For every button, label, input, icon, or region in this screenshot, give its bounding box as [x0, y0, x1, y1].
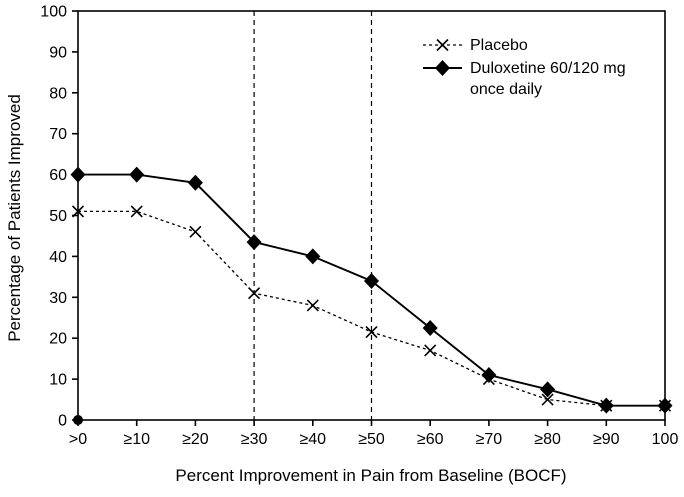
plot-frame-layer	[77, 10, 666, 421]
plot-frame	[77, 10, 666, 421]
axes-layer: 0 10 20 30 40 50 60 70 80 90 100 >0 ≥10 ≥20 ≥30 ≥40 ≥50 ≥…	[40, 4, 678, 449]
placebo-marker	[424, 344, 437, 357]
y-tick-label: 40	[49, 249, 67, 266]
y-tick-label: 100	[40, 4, 67, 21]
placebo-marker	[541, 393, 554, 406]
y-tick-label: 70	[49, 126, 67, 143]
origin-dot-marker	[73, 415, 83, 425]
x-tick-label: ≥20	[182, 431, 209, 448]
duloxetine-marker	[481, 367, 497, 384]
legend-label: once daily	[470, 81, 542, 98]
duloxetine-marker	[540, 381, 556, 398]
legend-item-placebo: Placebo	[423, 37, 528, 54]
y-tick-label: 50	[49, 208, 67, 225]
duloxetine-marker	[422, 319, 438, 336]
x-tick-label: ≥30	[241, 431, 268, 448]
x-tick-label: ≥50	[358, 431, 385, 448]
y-axis-title: Percentage of Patients Improved	[5, 94, 24, 342]
legend-item-duloxetine: Duloxetine 60/120 mg once daily	[423, 60, 626, 98]
placebo-marker	[365, 325, 378, 339]
placebo-marker	[71, 205, 85, 218]
duloxetine-marker	[598, 397, 614, 414]
x-tick-label: ≥60	[417, 431, 444, 448]
y-tick-label: 80	[49, 85, 67, 102]
duloxetine-marker	[657, 397, 673, 414]
duloxetine-marker	[129, 166, 145, 183]
placebo-marker	[189, 225, 202, 238]
legend-label: Placebo	[470, 37, 528, 54]
legend-filled-diamond-icon	[435, 60, 450, 76]
x-tick-label: ≥10	[123, 431, 150, 448]
placebo-marker	[130, 205, 143, 218]
duloxetine-marker	[305, 248, 321, 265]
legend: Placebo Duloxetine 60/120 mg once daily	[423, 37, 626, 98]
placebo-marker	[306, 299, 319, 312]
duloxetine-marker	[364, 272, 379, 289]
duloxetine-marker	[70, 166, 86, 183]
x-tick-label: ≥70	[476, 431, 503, 448]
x-tick-label: 100	[652, 431, 679, 448]
x-tick-label: ≥90	[593, 431, 620, 448]
duloxetine-marker	[187, 174, 203, 191]
x-tick-label: ≥40	[300, 431, 327, 448]
legend-x-cross-icon	[436, 38, 449, 52]
y-tick-label: 30	[49, 290, 67, 307]
y-tick-label: 60	[49, 167, 67, 184]
placebo-marker	[248, 287, 261, 300]
y-tick-label: 10	[49, 372, 67, 389]
y-tick-label: 20	[49, 331, 67, 348]
duloxetine-marker	[246, 234, 262, 251]
y-tick-label: 90	[49, 44, 67, 61]
x-tick-label: ≥80	[534, 431, 561, 448]
y-tick-label: 0	[58, 413, 67, 430]
series-layer	[70, 166, 673, 425]
x-axis-title: Percent Improvement in Pain from Baselin…	[175, 466, 566, 485]
x-tick-label: >0	[69, 431, 87, 448]
legend-label: Duloxetine 60/120 mg	[470, 60, 626, 77]
